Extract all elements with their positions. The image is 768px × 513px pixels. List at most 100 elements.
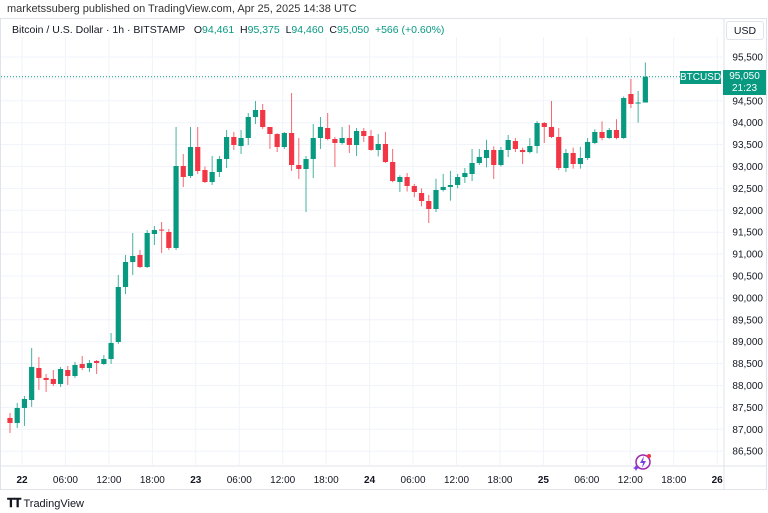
y-tick-label: 87,000	[732, 425, 763, 436]
candle-body	[151, 230, 157, 234]
candle-body	[108, 342, 114, 360]
symbol-price-tag: BTCUSD	[679, 71, 722, 84]
low-label: L	[285, 24, 292, 36]
y-tick-label: 91,500	[732, 228, 763, 239]
candle-body	[288, 132, 295, 166]
candle-body	[498, 149, 504, 166]
candle-body	[173, 166, 179, 248]
x-tick-label: 24	[364, 475, 376, 486]
open-value: 94,461	[202, 24, 235, 36]
candle-body	[563, 153, 569, 168]
candle-body	[130, 255, 136, 262]
candle-body	[209, 171, 215, 183]
candle-body	[50, 378, 56, 384]
x-tick-label: 23	[190, 475, 202, 486]
y-tick-label: 95,500	[732, 53, 763, 64]
low-value: 94,460	[291, 24, 324, 36]
candle-body	[635, 102, 641, 104]
brand-name: TradingView	[23, 497, 85, 510]
high-value: 95,375	[247, 24, 280, 36]
close-label: C	[329, 24, 337, 36]
x-tick-label: 12:00	[270, 475, 295, 486]
candle-body	[7, 417, 13, 423]
candle-body	[534, 123, 540, 147]
candlestick-chart[interactable]: 86,500 87,000 87,500 88,000 88,500 89,000 89,5…	[0, 0, 768, 490]
candle-body	[418, 192, 425, 202]
candle-body	[267, 126, 273, 135]
candle-body	[36, 367, 42, 378]
candle-body	[433, 189, 439, 209]
candle-body	[325, 127, 331, 139]
candle-body	[43, 377, 49, 380]
x-tick-label: 25	[538, 475, 550, 486]
candle-body	[101, 359, 107, 364]
candle-body	[216, 159, 222, 172]
candle-body	[57, 368, 64, 384]
candle-body	[245, 117, 251, 138]
candle-body	[613, 130, 620, 138]
candle-body	[426, 201, 432, 209]
candle-body	[252, 109, 259, 118]
candle-body	[122, 261, 129, 287]
candle-body	[332, 138, 338, 143]
candle-body	[599, 131, 605, 138]
candle-body	[390, 161, 396, 181]
open-label: O	[193, 24, 203, 36]
last-price-value: 95,050	[729, 71, 760, 82]
candle-body	[577, 158, 583, 165]
candle-body	[187, 147, 194, 177]
lightning-alert-icon[interactable]	[633, 452, 653, 472]
candle-body	[346, 137, 352, 145]
y-tick-label: 90,500	[732, 272, 763, 283]
candle-body	[317, 126, 324, 138]
candle-body	[274, 134, 280, 148]
x-tick-label: 18:00	[314, 475, 339, 486]
candle-body	[310, 137, 316, 160]
candle-body	[397, 177, 403, 183]
x-tick-label: 18:00	[140, 475, 165, 486]
change-value: +566 (+0.60%)	[374, 24, 445, 36]
candle-body	[491, 149, 497, 166]
tradingview-logo-icon: 𝐓𝐓	[7, 496, 22, 510]
candle-body	[166, 231, 172, 248]
y-tick-label: 89,500	[732, 315, 763, 326]
candle-body	[238, 137, 244, 147]
candle-body	[137, 254, 143, 267]
candle-body	[339, 137, 345, 143]
candle-body	[115, 286, 121, 342]
candle-body	[621, 97, 627, 138]
x-tick-label: 18:00	[487, 475, 512, 486]
x-tick-label: 26	[712, 475, 724, 486]
high-label: H	[240, 24, 248, 36]
candle-body	[195, 147, 201, 172]
candle-body	[505, 140, 511, 150]
candle-body	[65, 369, 71, 376]
x-tick-label: 12:00	[444, 475, 469, 486]
candle-body	[260, 109, 266, 127]
tradingview-logo[interactable]: 𝐓𝐓 TradingView	[7, 496, 84, 511]
candle-body	[21, 398, 28, 408]
y-tick-label: 88,500	[732, 359, 763, 370]
symbol-title[interactable]: Bitcoin / U.S. Dollar · 1h · BITSTAMP	[12, 24, 186, 36]
candle-body	[606, 130, 612, 138]
candle-body	[159, 229, 165, 231]
candle-body	[14, 407, 20, 423]
currency-button[interactable]: USD	[726, 21, 764, 40]
y-tick-label: 94,500	[732, 96, 763, 107]
candle-body	[202, 170, 208, 183]
candle-body	[527, 146, 533, 153]
candle-body	[440, 186, 446, 190]
y-tick-label: 89,000	[732, 337, 763, 348]
x-tick-label: 06:00	[401, 475, 426, 486]
close-value: 95,050	[336, 24, 370, 36]
candle-body	[353, 130, 360, 145]
y-tick-label: 93,500	[732, 140, 763, 151]
symbol-legend: Bitcoin / U.S. Dollar · 1h · BITSTAMP O9…	[12, 24, 444, 36]
candle-body	[281, 132, 287, 148]
y-tick-label: 92,000	[732, 206, 763, 217]
candle-body	[520, 149, 526, 153]
candle-body	[447, 184, 454, 187]
candle-body	[469, 162, 475, 174]
candle-body	[556, 136, 562, 168]
candle-body	[585, 141, 591, 159]
